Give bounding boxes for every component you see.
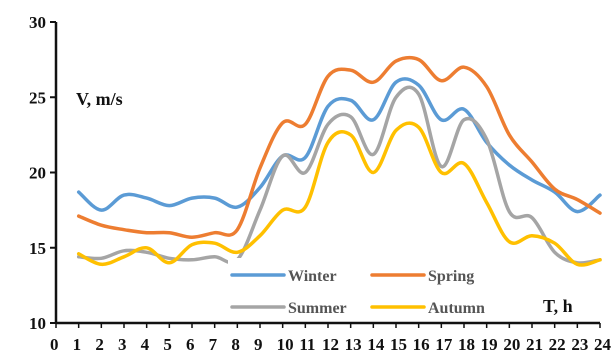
x-tick-label: 9 bbox=[254, 335, 263, 354]
y-tick-label: 25 bbox=[29, 88, 46, 107]
y-tick-label: 20 bbox=[29, 164, 46, 183]
x-tick-label: 2 bbox=[95, 335, 104, 354]
y-tick-label: 30 bbox=[29, 13, 46, 32]
x-tick-label: 10 bbox=[277, 335, 294, 354]
y-axis-label: V, m/s bbox=[76, 89, 123, 109]
legend-label-spring: Spring bbox=[428, 268, 474, 285]
x-tick-labels: 0 1 2 3 4 5 6 7 8 9 10 11 12 13 14 15 16 17 18 19 20 21 22 23 24 bbox=[50, 323, 612, 354]
x-tick-label: 19 bbox=[481, 335, 498, 354]
series-line-winter bbox=[76, 77, 602, 214]
series-lines bbox=[76, 55, 602, 267]
y-tick-label: 15 bbox=[29, 239, 46, 258]
x-tick-label: 20 bbox=[503, 335, 520, 354]
series-line-spring bbox=[76, 55, 602, 239]
series-line-summer bbox=[76, 85, 602, 265]
x-tick-label: 12 bbox=[322, 335, 339, 354]
x-tick-label: 8 bbox=[231, 335, 240, 354]
x-tick-label: 0 bbox=[50, 335, 59, 354]
x-tick-label: 11 bbox=[299, 335, 315, 354]
x-tick-label: 16 bbox=[413, 335, 430, 354]
x-tick-label: 17 bbox=[435, 335, 453, 354]
x-tick-label: 15 bbox=[390, 335, 407, 354]
x-tick-label: 22 bbox=[549, 335, 566, 354]
x-tick-label: 1 bbox=[73, 335, 82, 354]
legend-background bbox=[228, 258, 528, 320]
series-line-autumn bbox=[76, 121, 602, 267]
legend-label-summer: Summer bbox=[288, 300, 347, 317]
y-tick-label: 10 bbox=[29, 314, 46, 333]
x-tick-label: 14 bbox=[367, 335, 385, 354]
x-tick-label: 7 bbox=[209, 335, 218, 354]
x-tick-label: 23 bbox=[571, 335, 588, 354]
x-tick-label: 5 bbox=[163, 335, 172, 354]
x-tick-label: 6 bbox=[186, 335, 195, 354]
legend-label-winter: Winter bbox=[288, 268, 337, 285]
x-tick-label: 3 bbox=[118, 335, 127, 354]
x-tick-label: 24 bbox=[594, 335, 612, 354]
x-tick-label: 13 bbox=[345, 335, 362, 354]
legend-label-autumn: Autumn bbox=[428, 300, 485, 317]
x-axis-label: T, h bbox=[543, 296, 573, 316]
x-tick-label: 4 bbox=[141, 335, 150, 354]
y-tick-labels: 10 15 20 25 30 bbox=[29, 13, 56, 333]
x-tick-label: 21 bbox=[526, 335, 543, 354]
legend: Winter Spring Summer Autumn bbox=[228, 258, 528, 320]
x-tick-label: 18 bbox=[458, 335, 475, 354]
